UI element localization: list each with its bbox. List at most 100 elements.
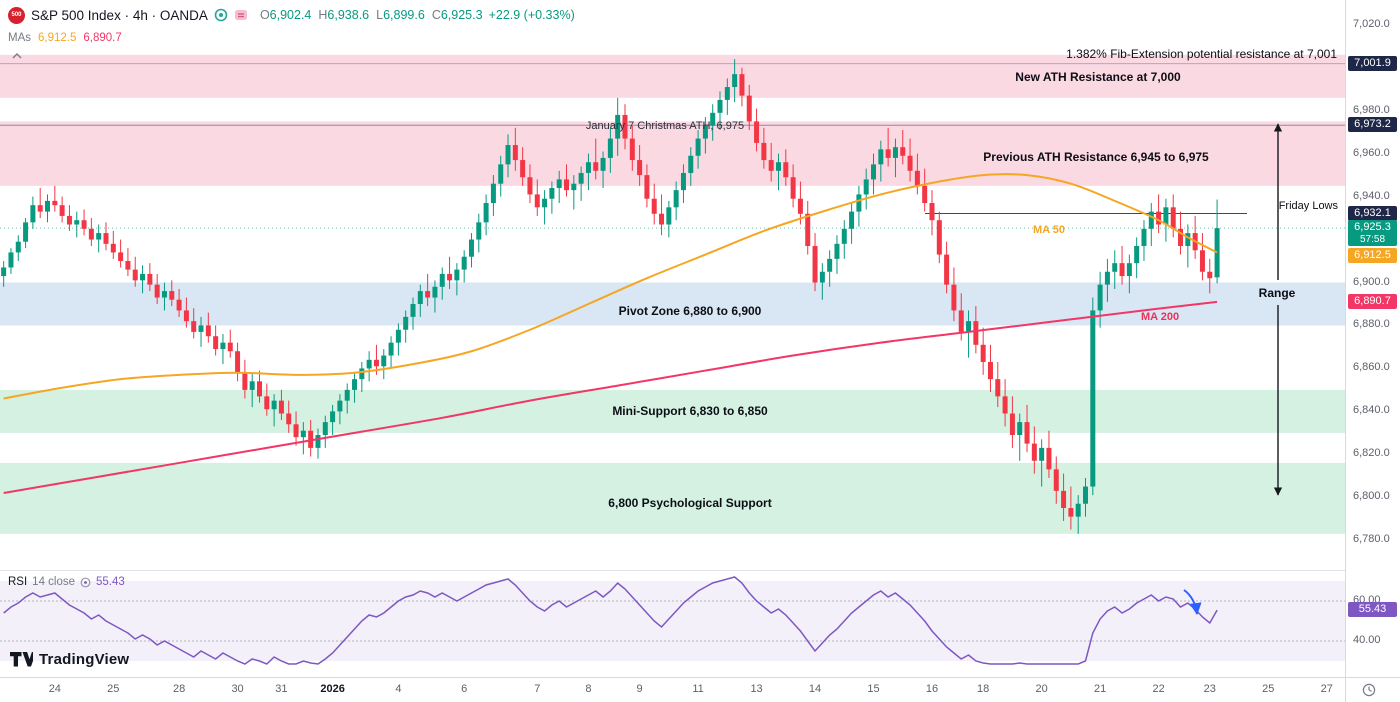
ma50-line[interactable] bbox=[3, 173, 1218, 400]
candle-body bbox=[973, 321, 979, 345]
zone-pivot-zone-6-880-to-6-900[interactable] bbox=[0, 282, 1345, 326]
rsi-hint-icon[interactable] bbox=[80, 577, 91, 588]
price-tick: 6,800.0 bbox=[1353, 490, 1390, 503]
tradingview-logo[interactable]: TradingView bbox=[10, 651, 129, 668]
candle-body bbox=[585, 162, 591, 173]
candle-body bbox=[271, 400, 277, 410]
price-tick: 6,820.0 bbox=[1353, 447, 1390, 460]
candle-body bbox=[300, 430, 306, 438]
candle-body bbox=[454, 269, 460, 281]
candle-body bbox=[615, 114, 621, 139]
tradingview-logo-text: TradingView bbox=[39, 651, 130, 668]
price-tick: 6,900.0 bbox=[1353, 275, 1390, 288]
candle-body bbox=[1, 267, 7, 277]
candle-body bbox=[966, 321, 972, 332]
zone-previous-ath-resistance-6-945-to-6-975[interactable] bbox=[0, 121, 1345, 186]
candle-body bbox=[1104, 271, 1110, 285]
candle-body bbox=[45, 200, 51, 212]
price-axis[interactable]: 7,020.0 6,980.0 6,960.0 6,940.0 6,900.0 6,880… bbox=[1345, 0, 1400, 677]
market-status-icon[interactable] bbox=[214, 8, 228, 22]
candle-body bbox=[388, 342, 394, 356]
candle-body bbox=[37, 205, 43, 212]
rsi-band bbox=[0, 581, 1345, 661]
candle-body bbox=[366, 359, 372, 369]
candle-body bbox=[987, 361, 993, 380]
candle-body bbox=[856, 194, 862, 212]
rsi-indicator-legend[interactable]: RSI 14 close 55.43 bbox=[8, 576, 125, 588]
time-tick: 27 bbox=[1320, 683, 1333, 695]
range-label[interactable]: Range bbox=[1258, 286, 1296, 300]
candle-body bbox=[936, 220, 942, 255]
candle-body bbox=[1126, 263, 1132, 277]
ma200-value: 6,890.7 bbox=[83, 32, 122, 44]
candle-body bbox=[1024, 422, 1030, 444]
candle-body bbox=[344, 389, 350, 401]
price-tick: 7,020.0 bbox=[1353, 17, 1390, 30]
zone-new-ath-resistance-at-7-000[interactable] bbox=[0, 54, 1345, 98]
candle-body bbox=[980, 344, 986, 362]
candle-body bbox=[1017, 422, 1023, 436]
ma200-line[interactable] bbox=[3, 300, 1218, 494]
candle-body bbox=[176, 299, 182, 311]
ma-legend[interactable]: MAs 6,912.5 6,890.7 bbox=[8, 32, 575, 44]
candle-body bbox=[951, 284, 957, 311]
fib-extension-label[interactable]: 1.382% Fib-Extension potential resistanc… bbox=[1066, 47, 1337, 61]
symbol-logo: 500 bbox=[8, 6, 25, 24]
jan7-ath-label[interactable]: January 7 Christmas ATH, 6,975 bbox=[585, 120, 745, 132]
time-tick: 15 bbox=[867, 683, 880, 695]
ma50-price-badge: 6,912.5 bbox=[1348, 247, 1397, 263]
time-tick: 31 bbox=[275, 683, 288, 695]
zone-mini-support-6-830-to-6-850[interactable] bbox=[0, 389, 1345, 433]
candle-body bbox=[644, 175, 650, 199]
candle-body bbox=[1134, 245, 1140, 264]
zone-6-800-psychological-support[interactable] bbox=[0, 462, 1345, 534]
candle-body bbox=[695, 138, 701, 156]
candle-body bbox=[1075, 503, 1081, 517]
candle-body bbox=[783, 162, 789, 178]
rsi-line[interactable] bbox=[3, 576, 1218, 665]
candle-body bbox=[651, 198, 657, 214]
candle-body bbox=[1061, 490, 1067, 509]
candle-body bbox=[96, 233, 102, 240]
time-tick: 14 bbox=[808, 683, 822, 695]
pivot-zone-label[interactable]: Pivot Zone 6,880 to 6,900 bbox=[618, 304, 762, 318]
time-tick: 22 bbox=[1152, 683, 1165, 695]
ma200-label[interactable]: MA 200 bbox=[1141, 311, 1180, 323]
new-ath-label[interactable]: New ATH Resistance at 7,000 bbox=[1015, 70, 1181, 84]
rsi-title: RSI bbox=[8, 576, 28, 588]
notes-flag-icon[interactable] bbox=[234, 8, 248, 22]
candle-body bbox=[23, 222, 29, 242]
ma50-label[interactable]: MA 50 bbox=[1033, 224, 1065, 236]
candle-body bbox=[30, 205, 36, 223]
time-tick: 21 bbox=[1093, 683, 1107, 695]
candle-body bbox=[797, 198, 803, 214]
symbol-title[interactable]: S&P 500 Index · 4h · OANDA bbox=[31, 7, 208, 23]
prev-ath-label[interactable]: Previous ATH Resistance 6,945 to 6,975 bbox=[983, 150, 1209, 164]
candle-body bbox=[359, 368, 365, 380]
candle-body bbox=[1214, 228, 1220, 278]
candle-body bbox=[103, 233, 109, 244]
timezone-clock-icon[interactable] bbox=[1362, 683, 1376, 697]
chart-legend: 500 S&P 500 Index · 4h · OANDA O6,902.4 … bbox=[8, 5, 575, 61]
rsi-drawn-arrow[interactable] bbox=[1183, 589, 1202, 615]
candlestick-chart-canvas[interactable] bbox=[0, 0, 1345, 677]
candle-body bbox=[278, 400, 284, 414]
candle-body bbox=[286, 413, 292, 425]
chart-pane[interactable]: 500 S&P 500 Index · 4h · OANDA O6,902.4 … bbox=[0, 0, 1345, 677]
candle-body bbox=[59, 205, 65, 216]
friday-lows-label[interactable]: Friday Lows bbox=[1278, 200, 1338, 212]
candle-body bbox=[140, 273, 146, 281]
candle-body bbox=[461, 256, 467, 270]
candle-body bbox=[717, 99, 723, 113]
ma200-price-badge: 6,890.7 bbox=[1348, 294, 1397, 310]
mini-support-label[interactable]: Mini-Support 6,830 to 6,850 bbox=[612, 404, 768, 418]
candle-body bbox=[900, 147, 906, 156]
candle-body bbox=[805, 213, 811, 246]
time-tick: 11 bbox=[692, 683, 704, 695]
collapse-legend-button[interactable] bbox=[8, 50, 26, 61]
candle-body bbox=[373, 359, 379, 367]
time-axis[interactable]: 24 25 28 30 31 2026 4 6 7 8 9 11 13 14 15 16 18 20 21 22 23 2… bbox=[0, 677, 1345, 702]
candle-body bbox=[15, 241, 21, 253]
psych-support-label[interactable]: 6,800 Psychological Support bbox=[608, 496, 772, 510]
change-value: +22.9 (+0.33%) bbox=[488, 8, 575, 22]
